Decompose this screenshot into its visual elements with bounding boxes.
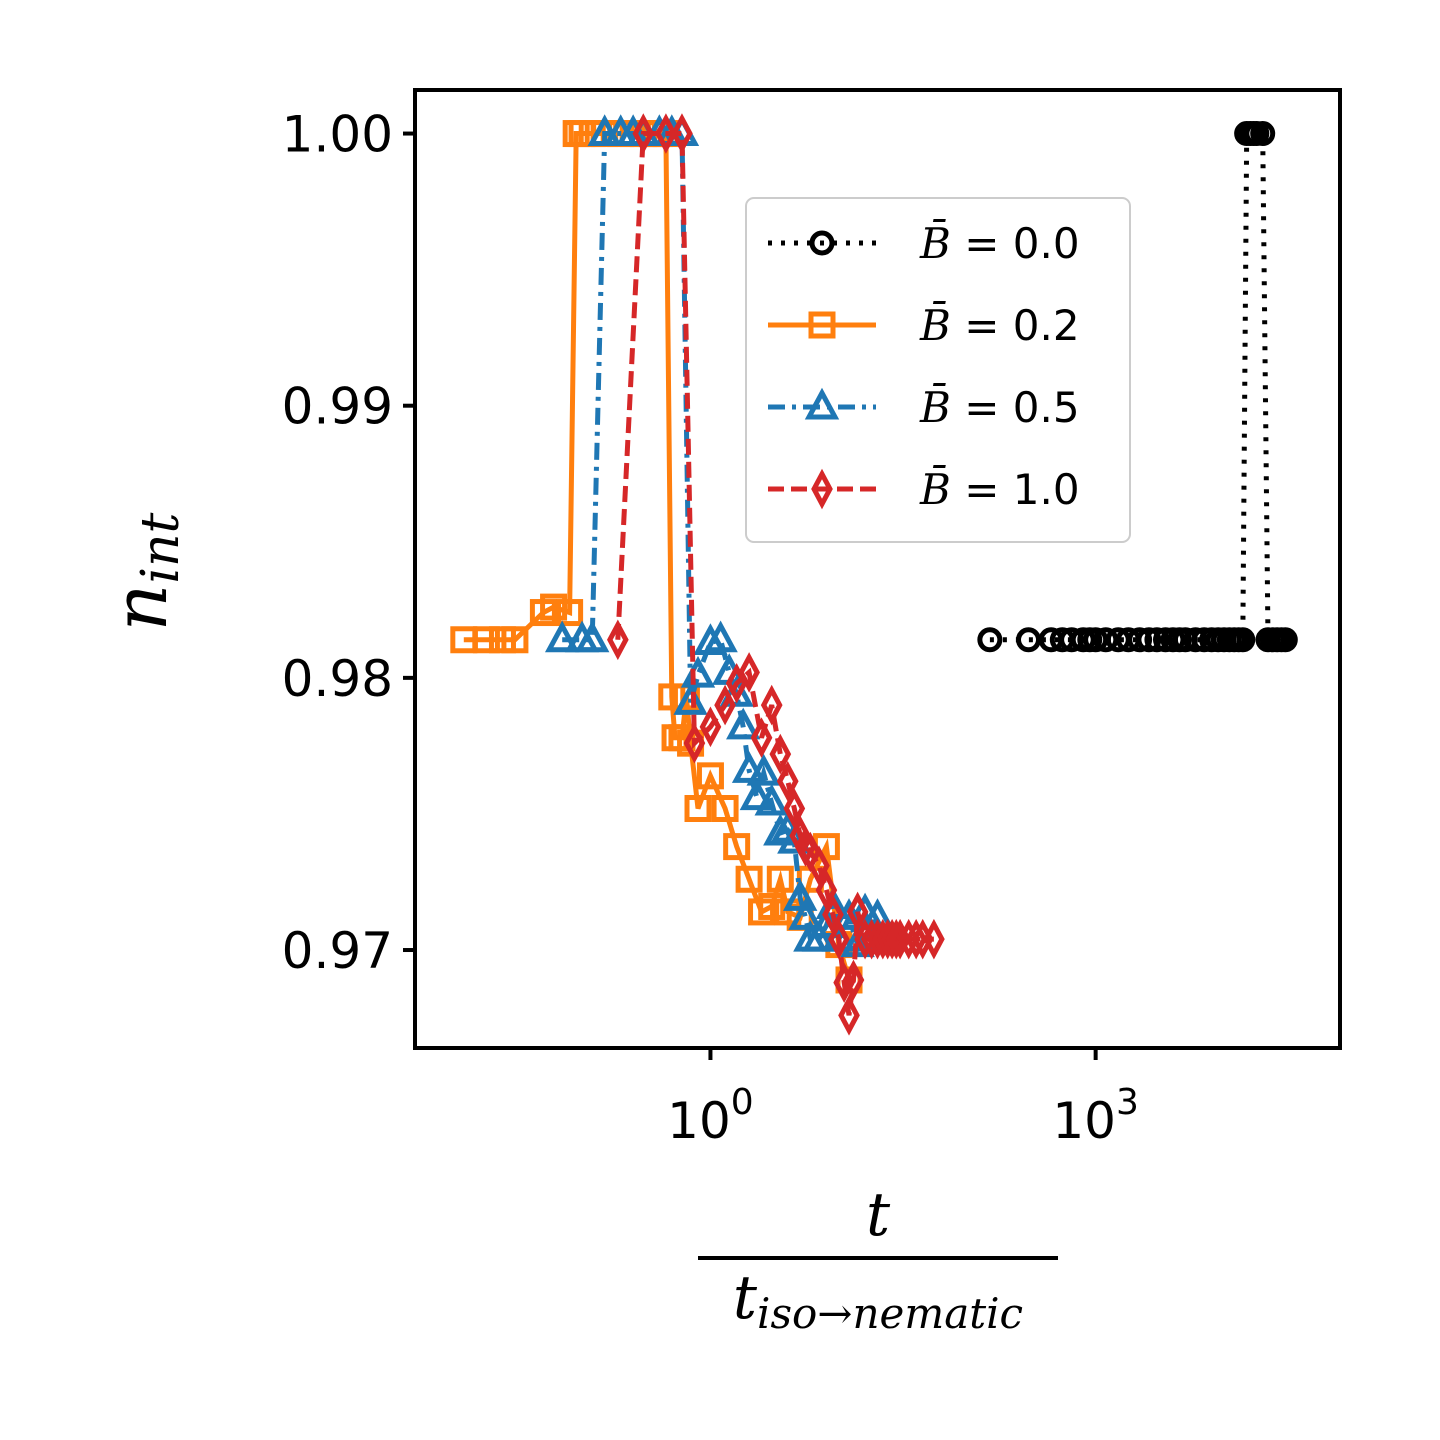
- data-point: [684, 795, 712, 822]
- data-point: [501, 626, 529, 654]
- data-point: [905, 918, 927, 960]
- data-point: [783, 788, 806, 829]
- x-axis-label-denominator-sub: iso→nematic: [757, 1289, 1023, 1338]
- data-point: [977, 627, 1003, 653]
- data-point: [897, 918, 920, 960]
- data-point: [703, 620, 738, 653]
- data-point: [671, 113, 693, 154]
- legend-marker: [809, 230, 835, 256]
- data-point: [1093, 627, 1119, 653]
- data-point: [1016, 627, 1042, 653]
- data-point: [838, 995, 860, 1036]
- data-point: [754, 783, 789, 816]
- y-axis-label: nint: [98, 513, 191, 632]
- data-point: [842, 959, 865, 1001]
- data-point: [746, 753, 781, 786]
- series-3: [607, 113, 945, 1036]
- data-point: [1127, 627, 1153, 653]
- data-point: [556, 599, 584, 627]
- data-point: [1250, 121, 1276, 147]
- x-axis-label-denominator-main: t: [733, 1263, 758, 1333]
- data-point: [719, 674, 754, 707]
- data-point: [758, 892, 786, 920]
- data-point: [723, 833, 751, 861]
- legend-frame: [745, 197, 1131, 543]
- data-point: [696, 762, 724, 790]
- x-axis-label-denominator: tiso→nematic: [733, 1263, 1023, 1338]
- data-point: [828, 918, 850, 960]
- data-point: [693, 623, 728, 655]
- data-point: [846, 891, 869, 933]
- data-point: [575, 620, 610, 653]
- data-point: [735, 865, 763, 893]
- y-tick-label: 0.99: [282, 378, 393, 436]
- data-point: [472, 626, 500, 654]
- data-point: [1183, 627, 1209, 653]
- legend-marker: [811, 468, 833, 510]
- data-point: [632, 113, 655, 154]
- legend-label: B̄ = 0.5: [919, 381, 1080, 432]
- data-point: [815, 869, 838, 911]
- y-axis-label-main: n: [98, 584, 184, 632]
- data-point: [658, 683, 686, 711]
- data-point: [699, 706, 722, 748]
- data-point: [1230, 627, 1256, 653]
- data-point: [763, 813, 798, 846]
- data-point: [776, 760, 799, 802]
- legend-marker: [808, 311, 836, 339]
- data-point: [808, 845, 830, 886]
- data-point: [1272, 627, 1298, 653]
- y-axis-label-sub: int: [131, 513, 191, 584]
- data-point: [822, 894, 844, 935]
- ticks-layer: 0.97 0.98 0.99 1.00 100 103: [282, 106, 1139, 1150]
- data-point: [726, 707, 761, 740]
- data-point: [673, 683, 708, 715]
- legend-label: B̄ = 0.0: [919, 217, 1080, 268]
- legend: B̄ = 0.0 B̄ = 0.2 B̄ = 0.5 B̄ = 1.0: [745, 197, 1131, 543]
- data-point: [769, 733, 792, 775]
- legend-entry: B̄ = 0.2: [768, 299, 1080, 350]
- y-tick-label: 0.98: [282, 650, 393, 708]
- data-point: [738, 652, 760, 693]
- data-point: [731, 751, 767, 783]
- data-point: [788, 898, 823, 930]
- plot-frame: [413, 88, 1342, 1050]
- series-layer: [450, 113, 1298, 1036]
- data-point: [711, 795, 739, 822]
- x-axis-label-numerator: t: [866, 1180, 891, 1250]
- legend-marker: [804, 387, 840, 420]
- data-point: [739, 778, 775, 811]
- y-tick-label: 0.97: [282, 922, 393, 980]
- x-tick-label: 100: [667, 1082, 754, 1150]
- data-point: [540, 593, 568, 621]
- x-tick-label: 103: [1052, 1082, 1139, 1150]
- data-point: [760, 684, 783, 726]
- data-point: [683, 722, 706, 764]
- legend-label: B̄ = 0.2: [919, 299, 1080, 350]
- legend-entry: B̄ = 0.5: [768, 381, 1080, 432]
- data-point: [923, 918, 945, 960]
- y-tick-label: 1.00: [282, 106, 393, 164]
- data-point: [1144, 627, 1170, 653]
- data-point: [544, 620, 580, 653]
- legend-entry: B̄ = 0.0: [768, 217, 1080, 268]
- data-point: [587, 114, 622, 147]
- legend-label: B̄ = 1.0: [919, 463, 1080, 514]
- data-point: [607, 619, 629, 661]
- series-0: [977, 121, 1298, 653]
- data-point: [1136, 627, 1162, 653]
- data-point: [750, 717, 773, 759]
- data-point: [655, 113, 677, 154]
- data-point: [1083, 627, 1109, 653]
- legend-entry: B̄ = 1.0: [768, 463, 1080, 514]
- data-point: [714, 684, 736, 726]
- data-point: [766, 865, 794, 893]
